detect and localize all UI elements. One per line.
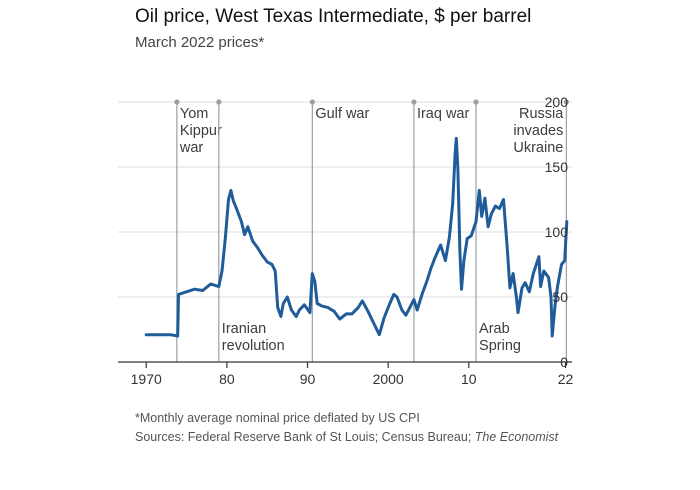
event-marker: Gulf war — [309, 99, 369, 362]
event-dot — [309, 99, 315, 105]
x-tick-label: 80 — [219, 371, 235, 387]
event-dot — [563, 99, 569, 105]
x-tick-label: 90 — [300, 371, 316, 387]
y-tick-label: 0 — [560, 354, 568, 370]
sources-note: Sources: Federal Reserve Bank of St Loui… — [135, 430, 558, 444]
event-marker: Arab Spring — [473, 99, 521, 362]
x-tick-label: 22 — [558, 371, 574, 387]
event-dot — [216, 99, 222, 105]
footnote: *Monthly average nominal price deflated … — [135, 411, 420, 425]
event-label: Arab Spring — [479, 321, 521, 354]
y-tick-label: 100 — [545, 224, 569, 240]
event-dot — [411, 99, 417, 105]
chart-plot: Yom Kippur war Iranian revolution Gulf war Ira… — [118, 94, 574, 387]
y-axis: 0 50 100 150 200 — [545, 94, 569, 370]
event-marker: Yom Kippur war — [174, 99, 222, 362]
event-label: Iraq war — [417, 106, 470, 122]
event-dot — [473, 99, 479, 105]
x-tick-label: 1970 — [131, 371, 162, 387]
x-tick-label: 2000 — [373, 371, 404, 387]
sources-italic: The Economist — [474, 430, 559, 444]
y-tick-label: 50 — [552, 289, 568, 305]
gridlines — [118, 101, 572, 298]
x-axis: 1970 80 90 2000 10 22 — [118, 361, 574, 387]
y-tick-label: 200 — [545, 94, 569, 110]
event-label: Gulf war — [315, 106, 369, 122]
x-tick-label: 10 — [461, 371, 477, 387]
event-label: Russia invades Ukraine — [513, 106, 564, 156]
chart-subtitle: March 2022 prices* — [135, 34, 265, 51]
sources-text: Sources: Federal Reserve Bank of St Loui… — [135, 430, 475, 444]
event-label: Yom Kippur war — [179, 106, 222, 156]
event-label: Iranian revolution — [222, 321, 285, 354]
event-markers: Yom Kippur war Iranian revolution Gulf war Ira… — [174, 99, 569, 362]
event-marker: Iranian revolution — [216, 99, 285, 362]
series-line — [144, 136, 569, 338]
series-layer — [144, 136, 569, 338]
event-marker: Iraq war — [411, 99, 469, 362]
event-dot — [174, 99, 180, 105]
chart-title: Oil price, West Texas Intermediate, $ pe… — [135, 6, 532, 27]
y-tick-label: 150 — [545, 159, 569, 175]
